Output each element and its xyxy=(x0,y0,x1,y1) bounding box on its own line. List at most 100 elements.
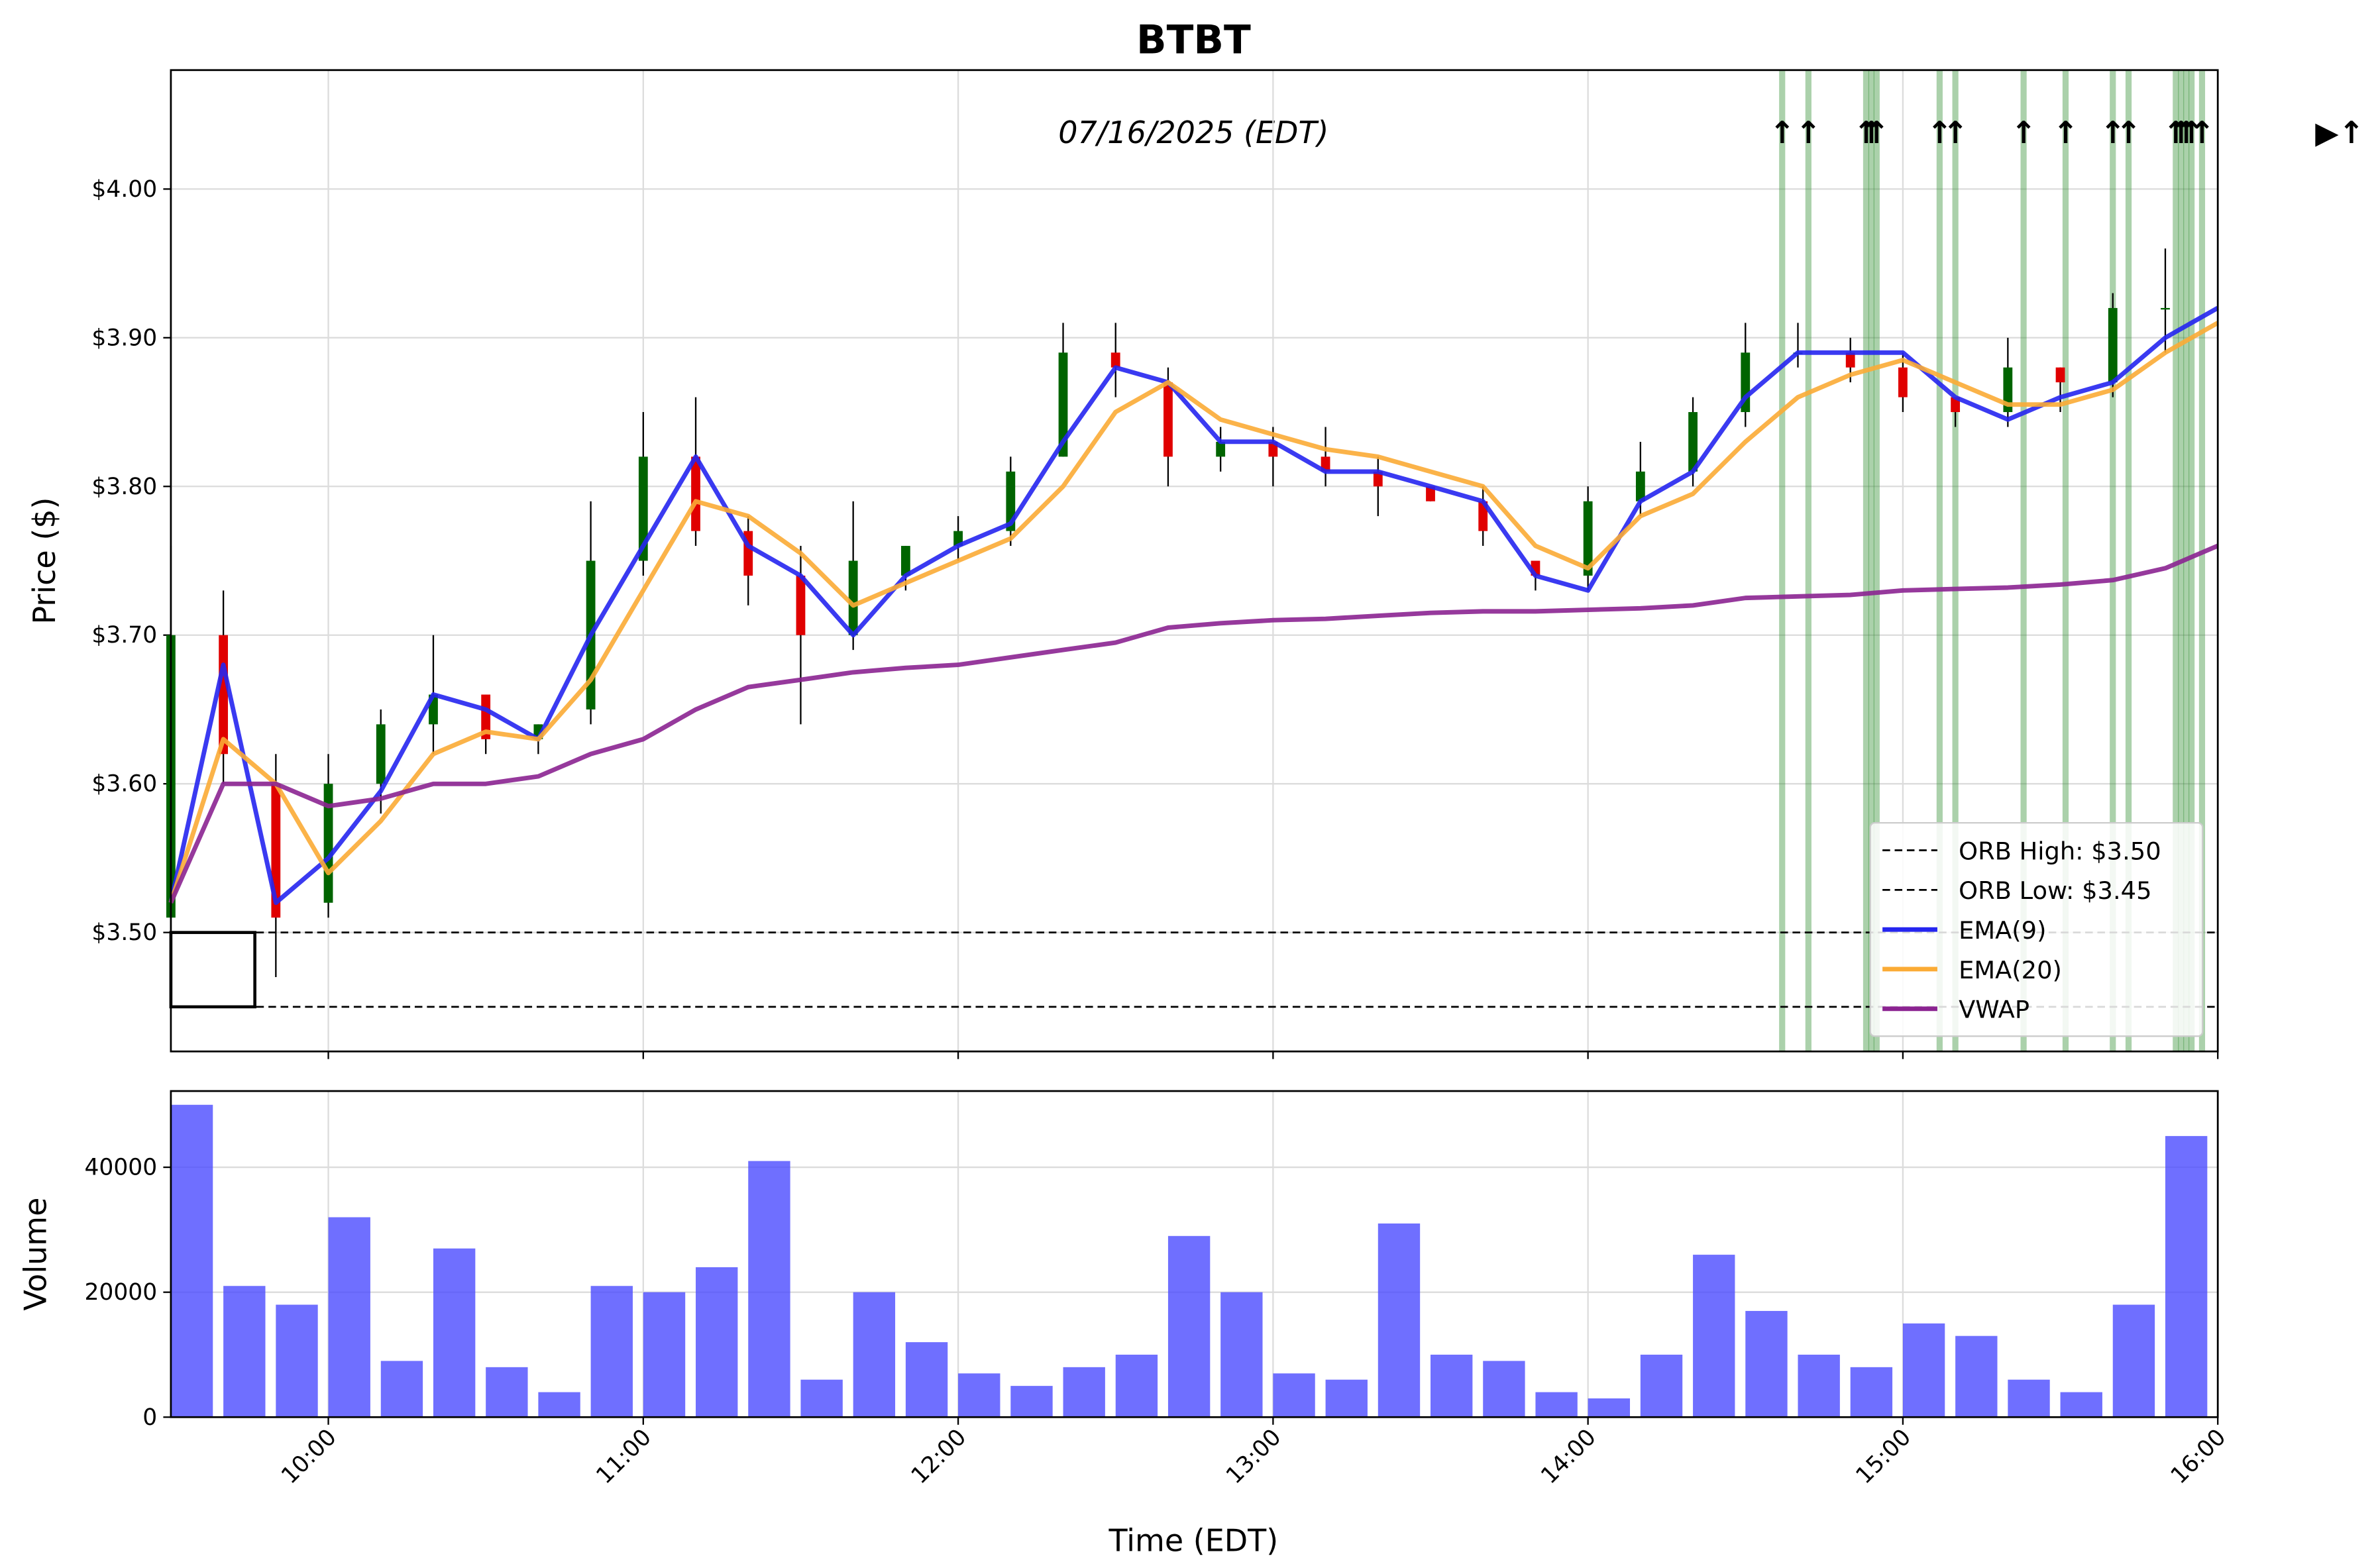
y-tick-label: 0 xyxy=(142,1404,157,1431)
volume-bar xyxy=(800,1379,843,1418)
candle-body xyxy=(219,635,229,755)
volume-bar xyxy=(1325,1379,1368,1418)
volume-bar xyxy=(1693,1255,1735,1418)
volume-bar xyxy=(1745,1310,1788,1418)
chart-subtitle: 07/16/2025 (EDT) xyxy=(1058,115,1328,150)
candle-body xyxy=(1478,501,1488,531)
candle-body xyxy=(1635,471,1645,501)
candle-body xyxy=(1426,486,1435,501)
signal-marker: ↑ xyxy=(1853,115,1879,150)
volume-bar xyxy=(1273,1373,1315,1418)
candle-body xyxy=(953,531,963,547)
legend-label: ORB Low: $3.45 xyxy=(1959,876,2151,905)
legend-label: ORB High: $3.50 xyxy=(1959,837,2161,865)
volume-bar xyxy=(276,1304,318,1418)
candle-body xyxy=(1688,412,1698,472)
y-tick-label: 40000 xyxy=(84,1155,157,1181)
volume-bar xyxy=(380,1361,423,1418)
signal-band xyxy=(1952,70,1959,1052)
volume-bar xyxy=(2060,1392,2102,1418)
signal-marker: ↑ xyxy=(2179,115,2204,150)
volume-bar xyxy=(1483,1361,1525,1418)
candle-body xyxy=(2003,367,2013,413)
signal-band xyxy=(1873,70,1880,1052)
signal-band xyxy=(2125,70,2132,1052)
volume-bar xyxy=(1588,1398,1631,1418)
candle-body xyxy=(848,560,858,635)
volume-bar xyxy=(1063,1367,1105,1418)
volume-bar xyxy=(170,1104,213,1418)
volume-bar xyxy=(1850,1367,1893,1418)
signal-marker: ↑ xyxy=(1796,115,1821,150)
signal-band xyxy=(2110,70,2116,1052)
candle-body xyxy=(1373,471,1383,487)
volume-bar xyxy=(696,1267,738,1418)
candle-body xyxy=(2161,307,2170,310)
signal-marker: ↑ xyxy=(1864,115,1890,150)
volume-bar xyxy=(1220,1292,1263,1418)
signal-marker: ↑ xyxy=(1943,115,1969,150)
candle-body xyxy=(323,784,333,903)
signal-marker: ↑ xyxy=(2173,115,2199,150)
volume-bar xyxy=(2008,1379,2050,1418)
candle-body xyxy=(1845,352,1855,368)
y-tick-label: $3.50 xyxy=(91,919,157,946)
y-tick-label: 20000 xyxy=(84,1279,157,1306)
legend: ORB High: $3.50 ORB Low: $3.45 EMA(9) EMA(2… xyxy=(1869,822,2204,1037)
volume-bar xyxy=(1535,1392,1578,1418)
volume-bar xyxy=(905,1342,948,1418)
indicator-line xyxy=(168,321,2219,904)
signal-marker: ↑ xyxy=(1769,115,1795,150)
volume-bar xyxy=(1378,1223,1421,1418)
signal-annotation: ▶↑ xyxy=(2315,115,2364,150)
signal-band xyxy=(2198,70,2206,1052)
candle-body xyxy=(1583,501,1593,576)
candle-body xyxy=(1110,352,1120,368)
volume-bar xyxy=(2112,1304,2155,1418)
candle-body xyxy=(1058,352,1068,457)
candle-body xyxy=(481,694,491,739)
y-tick-label: $4.00 xyxy=(91,176,157,203)
volume-bar xyxy=(1902,1323,1945,1418)
volume-bar xyxy=(328,1217,370,1418)
signal-band xyxy=(2173,70,2179,1052)
y-tick-label: $3.70 xyxy=(91,622,157,649)
signal-marker: ↑ xyxy=(2053,115,2079,150)
indicator-line xyxy=(168,543,2219,904)
chart-title: BTBT xyxy=(1136,17,1251,64)
volume-bar xyxy=(1798,1354,1840,1418)
x-axis-label: Time (EDT) xyxy=(1108,1523,1279,1559)
candle-body xyxy=(1951,397,1961,413)
legend-box xyxy=(1869,822,2204,1037)
volume-bar xyxy=(486,1367,528,1418)
signal-marker: ↑ xyxy=(2116,115,2141,150)
signal-marker: ↑ xyxy=(1859,115,1884,150)
legend-label: EMA(9) xyxy=(1959,916,2046,945)
volume-bar xyxy=(748,1161,790,1418)
volume-bar xyxy=(958,1373,1000,1418)
signal-marker: ↑ xyxy=(2168,115,2194,150)
volume-bar xyxy=(223,1286,266,1418)
legend-label: VWAP xyxy=(1959,996,2029,1024)
candle-body xyxy=(1216,441,1226,457)
signal-band xyxy=(1805,70,1811,1052)
volume-bar xyxy=(538,1392,580,1418)
volume-bar xyxy=(853,1292,896,1418)
candle-body xyxy=(796,575,806,635)
signal-band xyxy=(1936,70,1943,1052)
volume-bar xyxy=(1167,1235,1211,1418)
signal-band xyxy=(1868,70,1874,1052)
candle-body xyxy=(638,456,648,561)
plot-frame xyxy=(170,1090,2219,1418)
volume-bar xyxy=(590,1286,633,1418)
signal-marker: ↑ xyxy=(2163,115,2189,150)
signal-marker: ↑ xyxy=(2011,115,2037,150)
volume-bar xyxy=(1115,1354,1158,1418)
candle-body xyxy=(376,724,386,784)
volume-bar xyxy=(1955,1335,1998,1418)
y-tick-label: $3.60 xyxy=(91,771,157,798)
y-tick-label: $3.90 xyxy=(91,325,157,351)
plot-frame xyxy=(170,69,2219,1053)
volume-bar xyxy=(1640,1354,1683,1418)
